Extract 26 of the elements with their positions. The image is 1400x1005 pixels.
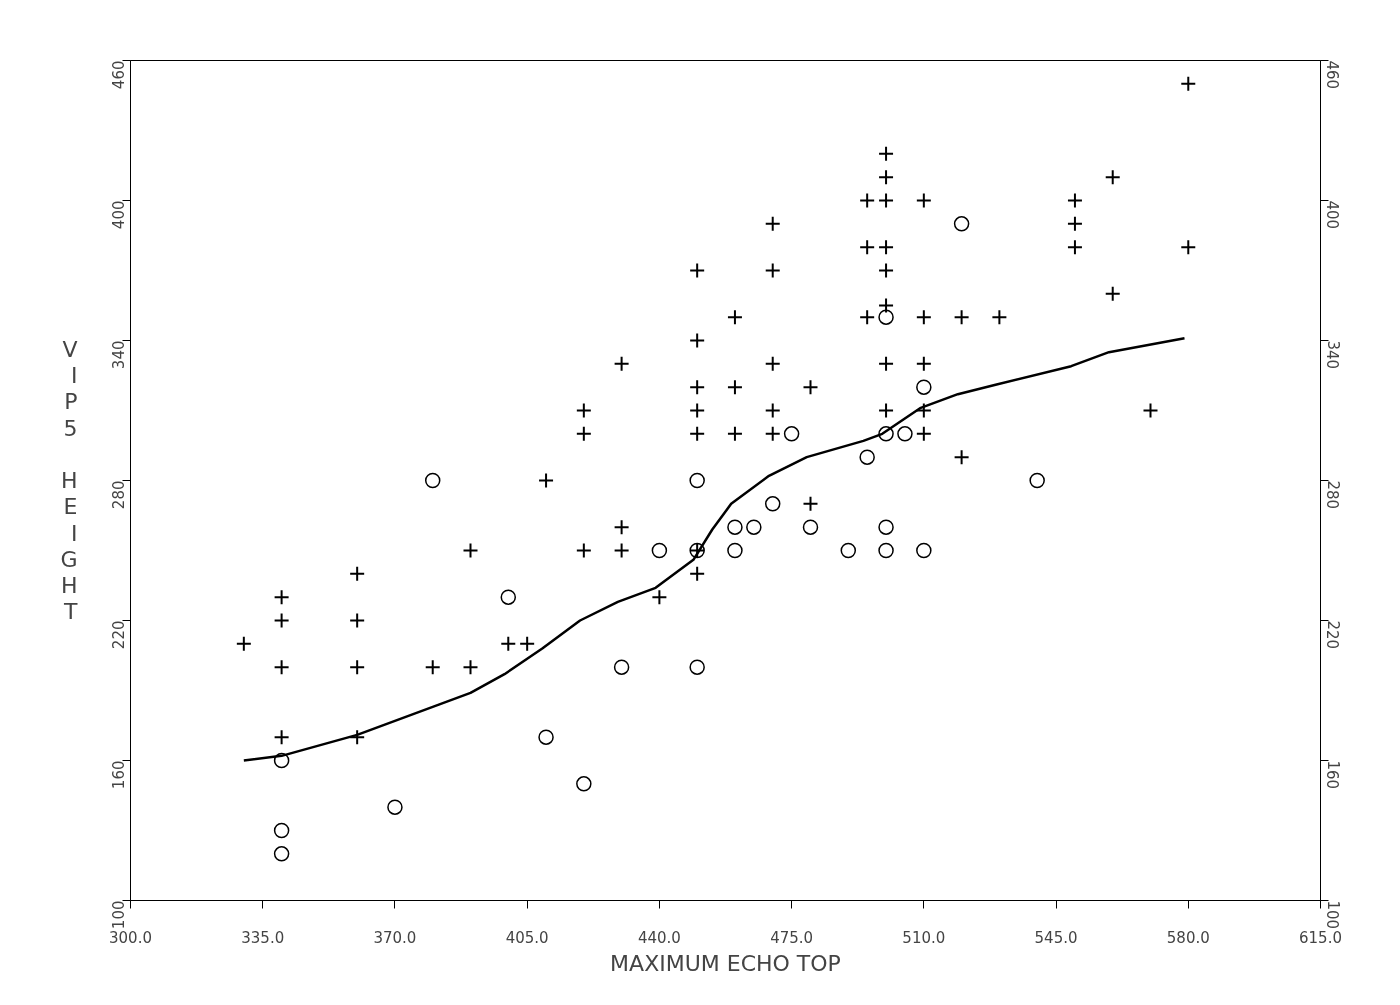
y2-tick-label: 160 bbox=[1323, 760, 1342, 790]
y-tick-label: 160 bbox=[109, 760, 128, 790]
x-tick-label: 370.0 bbox=[373, 928, 417, 947]
y2-tick-label: 100 bbox=[1323, 900, 1342, 930]
y-tick-label: 100 bbox=[109, 900, 128, 930]
y-tick-label: 460 bbox=[109, 60, 128, 90]
x-tick-label: 545.0 bbox=[1034, 928, 1078, 947]
y2-tick-label: 280 bbox=[1323, 480, 1342, 510]
y2-tick-label: 220 bbox=[1323, 620, 1342, 650]
x-axis-title: MAXIMUM ECHO TOP bbox=[610, 950, 841, 976]
x-tick-label: 335.0 bbox=[241, 928, 285, 947]
y2-tick-label: 400 bbox=[1323, 200, 1342, 230]
y-tick-label: 340 bbox=[109, 340, 128, 370]
x-tick-label: 615.0 bbox=[1299, 928, 1342, 947]
y-tick-label: 400 bbox=[109, 200, 128, 230]
y-tick-label: 220 bbox=[109, 620, 128, 650]
x-tick-label: 440.0 bbox=[637, 928, 681, 947]
x-tick-label: 300.0 bbox=[109, 928, 152, 947]
x-tick-label: 405.0 bbox=[505, 928, 549, 947]
y2-tick-label: 340 bbox=[1323, 340, 1342, 370]
x-tick-label: 580.0 bbox=[1166, 928, 1210, 947]
x-tick-label: 510.0 bbox=[902, 928, 946, 947]
x-tick-label: 475.0 bbox=[770, 928, 814, 947]
y-tick-label: 280 bbox=[109, 480, 128, 510]
text: VIP5 HEIGHT bbox=[60, 336, 78, 625]
y2-tick-label: 460 bbox=[1323, 60, 1342, 90]
